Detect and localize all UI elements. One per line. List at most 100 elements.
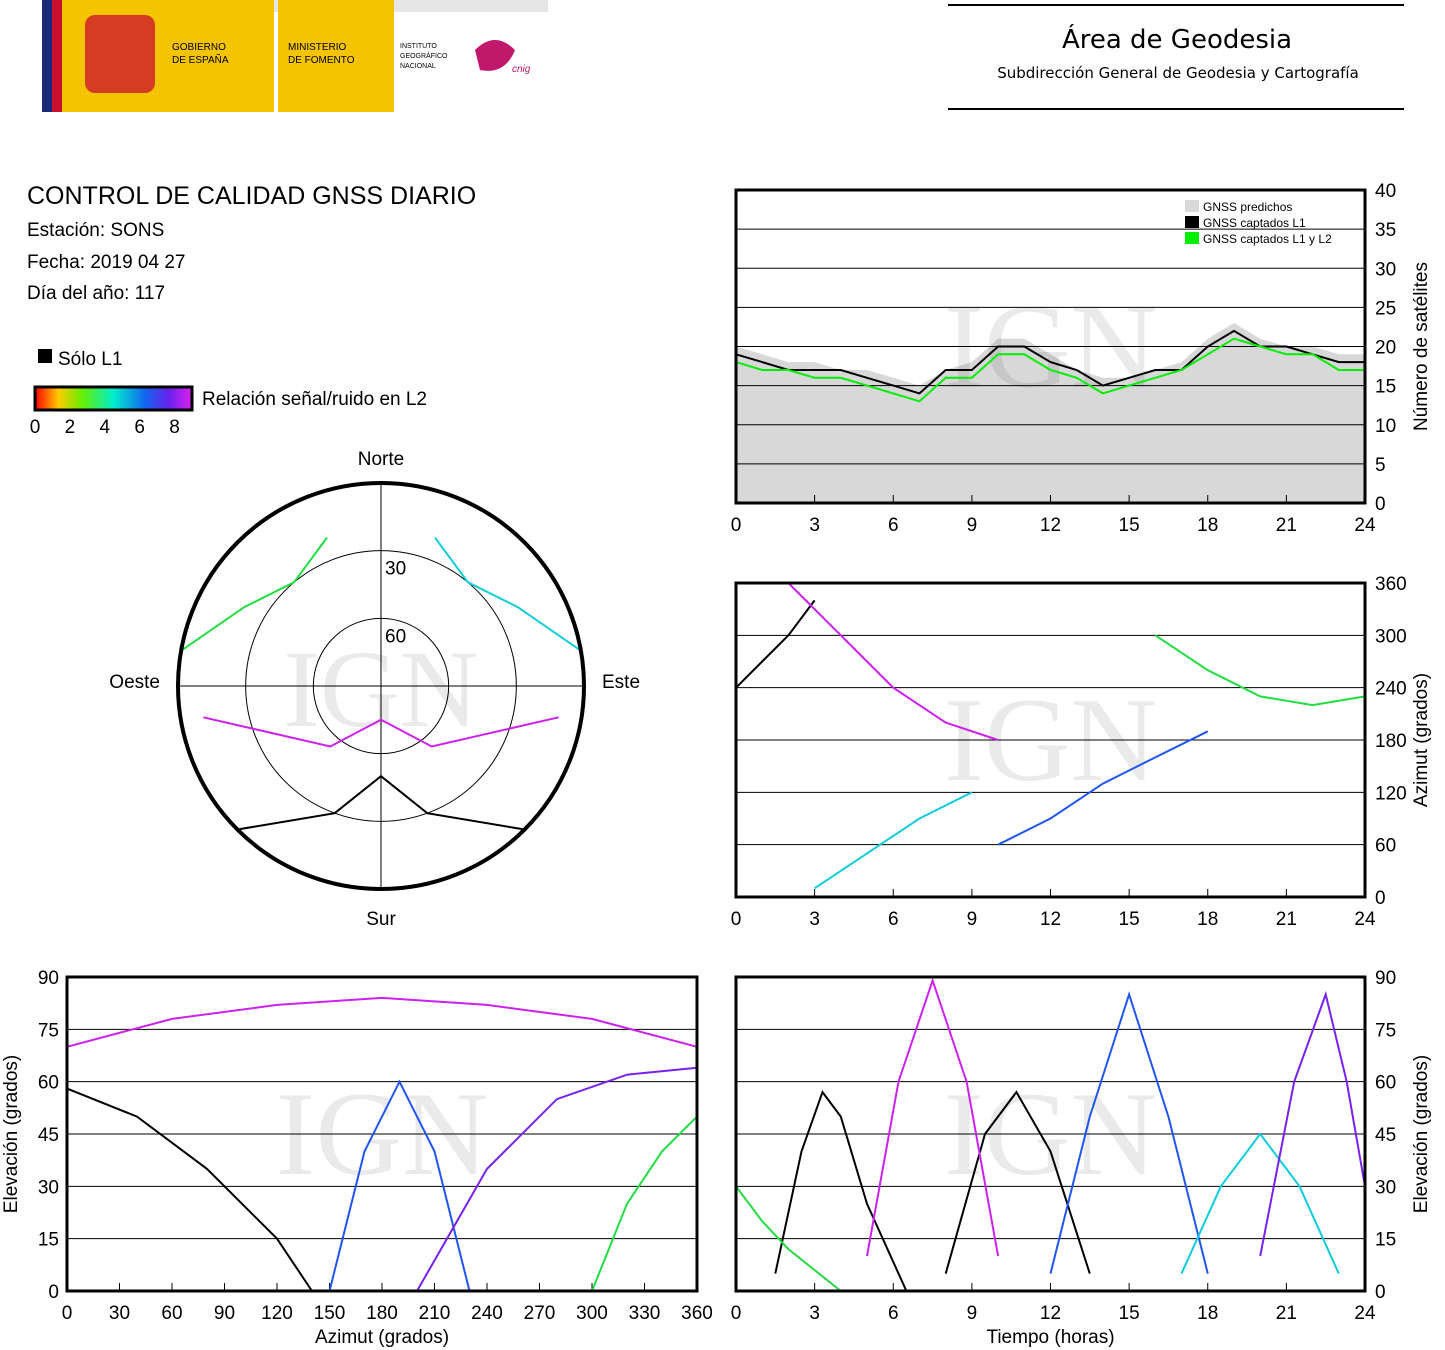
x-tick-label: 3 — [809, 515, 820, 536]
info-line: Día del año: 117 — [27, 283, 165, 304]
x-tick-label: 12 — [1040, 909, 1061, 930]
y-tick-label: 90 — [38, 968, 59, 989]
y-tick-label: 30 — [38, 1177, 59, 1198]
plot-frame — [65, 975, 699, 1293]
polar-ring — [245, 550, 517, 822]
track — [787, 582, 999, 741]
x-tick-label: 30 — [109, 1303, 130, 1324]
logo-text: DE ESPAÑA — [172, 53, 229, 66]
y-tick-label: 20 — [1375, 338, 1396, 359]
y-axis-label: Elevación (grados) — [1411, 1055, 1432, 1213]
x-tick-label: 9 — [967, 1303, 978, 1324]
y-tick-label: 15 — [38, 1230, 59, 1251]
x-tick-label: 180 — [366, 1303, 398, 1324]
direction-label: Este — [602, 672, 640, 693]
track — [591, 1115, 698, 1292]
colorbar-tick: 4 — [99, 417, 110, 438]
track — [735, 337, 1365, 403]
track — [1049, 991, 1209, 1274]
logo-text: GOBIERNO — [172, 42, 226, 53]
track — [944, 1090, 1091, 1274]
plot-frame — [734, 975, 1367, 1293]
area-subtitle: Subdirección General de Geodesia y Carto… — [997, 64, 1359, 82]
polar-ring — [312, 617, 450, 755]
y-axis-label: Número de satélites — [1411, 262, 1432, 431]
track — [1259, 990, 1366, 1257]
x-tick-label: 12 — [1040, 1303, 1061, 1324]
track — [997, 730, 1209, 846]
logo-text: cnig — [512, 64, 531, 75]
y-tick-label: 30 — [1375, 1177, 1396, 1198]
x-tick-label: 18 — [1197, 1303, 1218, 1324]
plot-frame — [734, 188, 1367, 505]
y-tick-label: 35 — [1375, 220, 1396, 241]
x-tick-label: 21 — [1276, 1303, 1297, 1324]
x-tick-label: 270 — [524, 1303, 556, 1324]
y-tick-label: 240 — [1375, 679, 1407, 700]
x-tick-label: 24 — [1354, 909, 1376, 930]
logo-text: NACIONAL — [400, 63, 436, 70]
legend-swatch — [38, 349, 52, 363]
y-tick-label: 60 — [38, 1073, 59, 1094]
y-tick-label: 60 — [1375, 1073, 1396, 1094]
x-tick-label: 0 — [731, 909, 742, 930]
y-tick-label: 25 — [1375, 298, 1396, 319]
x-tick-label: 6 — [888, 1303, 899, 1324]
x-tick-label: 15 — [1119, 1303, 1140, 1324]
x-tick-label: 0 — [62, 1303, 73, 1324]
info-line: Fecha: 2019 04 27 — [27, 252, 185, 273]
y-tick-label: 75 — [1375, 1020, 1396, 1041]
logo-text: DE FOMENTO — [288, 55, 355, 66]
x-tick-label: 90 — [214, 1303, 235, 1324]
track — [416, 1066, 698, 1292]
x-tick-label: 12 — [1040, 515, 1061, 536]
y-tick-label: 15 — [1375, 1230, 1396, 1251]
x-tick-label: 120 — [261, 1303, 293, 1324]
colorbar-tick: 8 — [169, 417, 180, 438]
legend-label: GNSS captados L1 y L2 — [1203, 232, 1332, 246]
y-tick-label: 75 — [38, 1020, 59, 1041]
x-tick-label: 0 — [731, 1303, 742, 1324]
track — [66, 1087, 313, 1292]
y-tick-label: 0 — [1375, 494, 1386, 515]
legend-label: GNSS predichos — [1203, 200, 1292, 214]
polar-ring-label: 30 — [385, 559, 406, 580]
y-tick-label: 180 — [1375, 731, 1407, 752]
direction-label: Sur — [366, 909, 396, 930]
track — [434, 537, 582, 652]
colorbar-tick: 6 — [134, 417, 145, 438]
x-tick-label: 24 — [1354, 1303, 1376, 1324]
y-tick-label: 120 — [1375, 783, 1407, 804]
y-tick-label: 0 — [1375, 1282, 1386, 1303]
colorbar — [33, 385, 194, 412]
cnig-logo — [475, 40, 515, 71]
y-tick-label: 0 — [48, 1282, 59, 1303]
area-title: Área de Geodesia — [1062, 23, 1292, 55]
x-tick-label: 0 — [731, 515, 742, 536]
direction-label: Norte — [358, 449, 404, 470]
x-tick-label: 360 — [681, 1303, 713, 1324]
x-tick-label: 150 — [314, 1303, 346, 1324]
direction-label: Oeste — [109, 672, 160, 693]
track — [237, 774, 525, 831]
y-tick-label: 45 — [38, 1125, 59, 1146]
y-tick-label: 40 — [1375, 181, 1396, 202]
track — [735, 1185, 842, 1292]
polar-ring-label: 60 — [385, 626, 406, 647]
x-tick-label: 240 — [471, 1303, 503, 1324]
track — [66, 996, 698, 1048]
flag-red — [52, 0, 62, 112]
y-tick-label: 300 — [1375, 626, 1407, 647]
track — [328, 1079, 471, 1292]
plot-frame — [734, 581, 1367, 899]
logo-text: MINISTERIO — [288, 42, 347, 53]
info-line: Estación: SONS — [27, 220, 164, 241]
y-tick-label: 30 — [1375, 259, 1396, 280]
track — [1180, 1132, 1340, 1275]
colorbar-label: Relación señal/ruido en L2 — [202, 389, 427, 410]
colorbar-tick: 2 — [65, 417, 76, 438]
y-tick-label: 60 — [1375, 836, 1396, 857]
colorbar-tick: 0 — [30, 417, 41, 438]
x-axis-label: Tiempo (horas) — [986, 1327, 1114, 1348]
